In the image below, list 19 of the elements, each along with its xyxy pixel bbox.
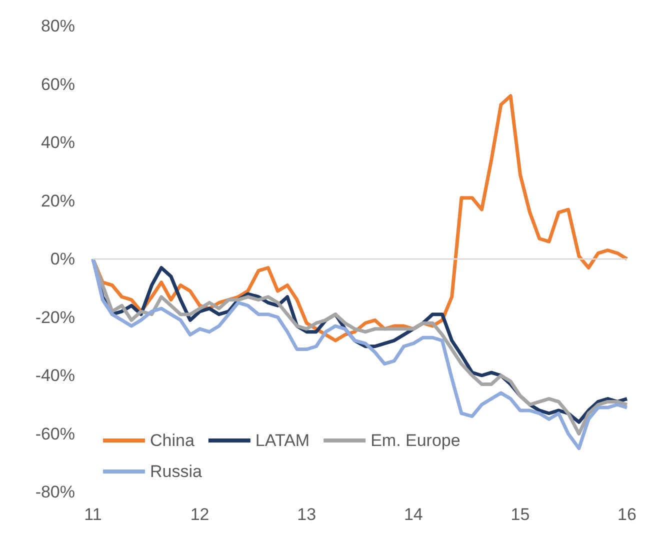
- y-tick-label: -20%: [35, 308, 75, 327]
- y-tick-label: 80%: [40, 16, 75, 36]
- y-tick-label: -80%: [35, 482, 75, 502]
- x-tick-label: 14: [404, 505, 423, 524]
- x-tick-label: 16: [618, 505, 636, 524]
- legend-label: Russia: [150, 462, 203, 481]
- x-tick-label: 12: [190, 505, 210, 524]
- x-tick-label: 15: [510, 505, 530, 524]
- y-tick-label: 20%: [40, 191, 75, 210]
- y-tick-label: -40%: [35, 366, 75, 385]
- x-tick-label: 13: [297, 505, 316, 524]
- legend-label: China: [150, 431, 195, 450]
- y-tick-label: -60%: [35, 424, 75, 444]
- y-tick-label: 40%: [40, 133, 75, 152]
- x-tick-label: 11: [84, 505, 102, 524]
- y-tick-label: 60%: [40, 74, 75, 94]
- legend-label: LATAM: [255, 431, 310, 450]
- legend-label: Em. Europe: [370, 431, 460, 450]
- y-tick-label: 0%: [50, 250, 75, 268]
